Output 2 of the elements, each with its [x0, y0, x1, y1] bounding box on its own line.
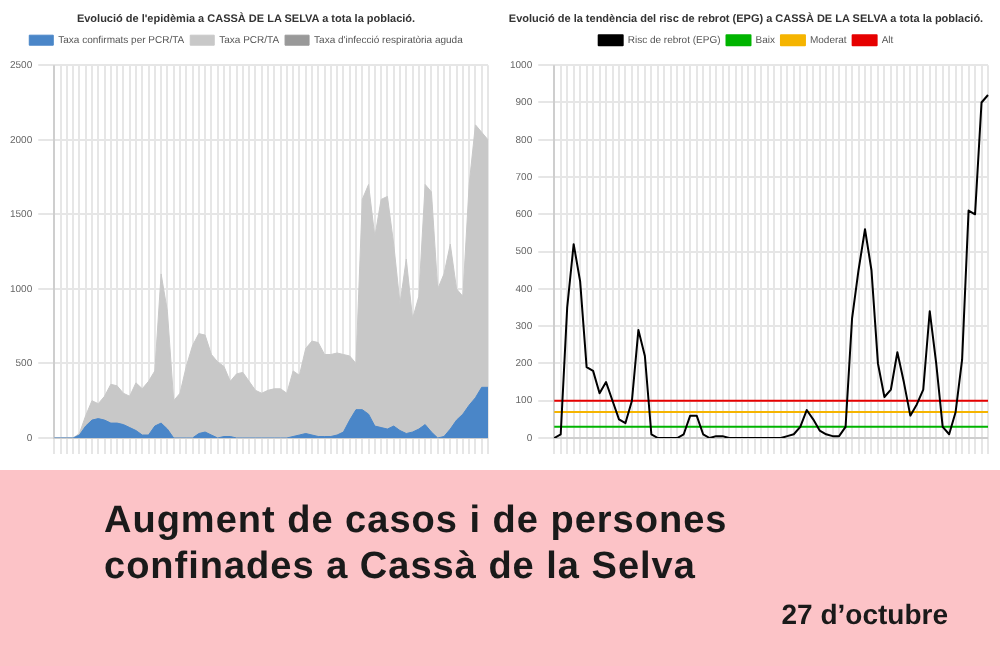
text: Augment de casos i de persones confinades a Cassà de la Selva: [104, 498, 730, 590]
text: 27 d’octubre: [779, 598, 950, 630]
